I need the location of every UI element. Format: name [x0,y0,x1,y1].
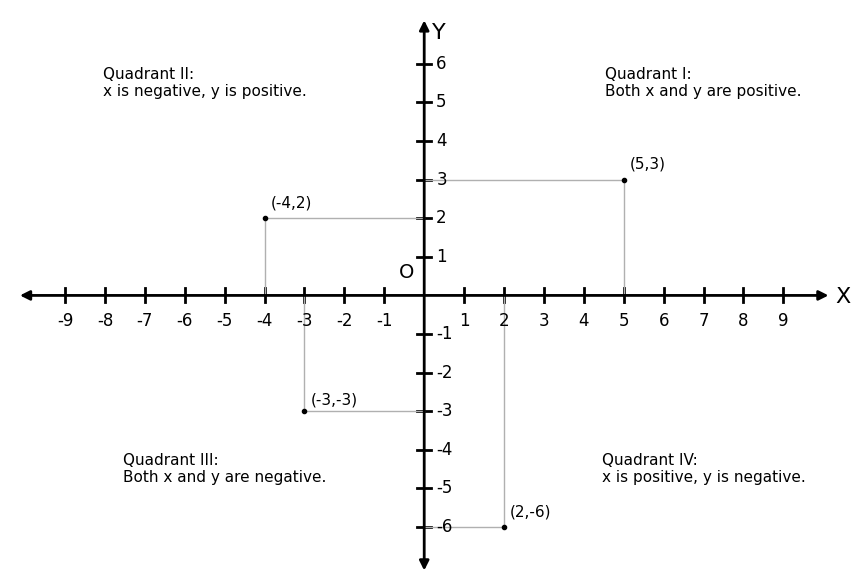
Text: -4: -4 [436,441,452,459]
Text: Quadrant II:
x is negative, y is positive.: Quadrant II: x is negative, y is positiv… [103,67,307,99]
Text: 4: 4 [436,132,446,150]
Text: (-4,2): (-4,2) [271,195,312,211]
Text: 6: 6 [658,312,669,330]
Text: X: X [836,287,850,307]
Text: Y: Y [432,23,446,43]
Text: -3: -3 [436,402,452,420]
Text: (-3,-3): (-3,-3) [310,393,357,407]
Text: O: O [399,263,414,282]
Text: 1: 1 [436,248,446,266]
Text: (2,-6): (2,-6) [510,504,552,519]
Text: Quadrant I:
Both x and y are positive.: Quadrant I: Both x and y are positive. [605,67,802,99]
Text: 3: 3 [539,312,549,330]
Text: -9: -9 [57,312,73,330]
Text: 8: 8 [738,312,749,330]
Text: -8: -8 [97,312,113,330]
Text: 2: 2 [436,209,446,227]
Text: -7: -7 [136,312,153,330]
Text: 4: 4 [578,312,589,330]
Text: -5: -5 [217,312,233,330]
Text: -3: -3 [297,312,313,330]
Text: 3: 3 [436,171,446,188]
Text: 1: 1 [458,312,470,330]
Text: 9: 9 [778,312,788,330]
Text: 5: 5 [619,312,629,330]
Text: -2: -2 [336,312,352,330]
Text: -1: -1 [436,325,452,343]
Text: -1: -1 [376,312,393,330]
Text: 6: 6 [436,55,446,73]
Text: 5: 5 [436,94,446,112]
Text: Quadrant III:
Both x and y are negative.: Quadrant III: Both x and y are negative. [123,453,327,486]
Text: -5: -5 [436,479,452,497]
Text: -4: -4 [256,312,273,330]
Text: -6: -6 [177,312,193,330]
Text: -2: -2 [436,364,452,381]
Text: Quadrant IV:
x is positive, y is negative.: Quadrant IV: x is positive, y is negativ… [602,453,806,486]
Text: (5,3): (5,3) [630,157,666,172]
Text: -6: -6 [436,518,452,536]
Text: 7: 7 [698,312,709,330]
Text: 2: 2 [499,312,509,330]
